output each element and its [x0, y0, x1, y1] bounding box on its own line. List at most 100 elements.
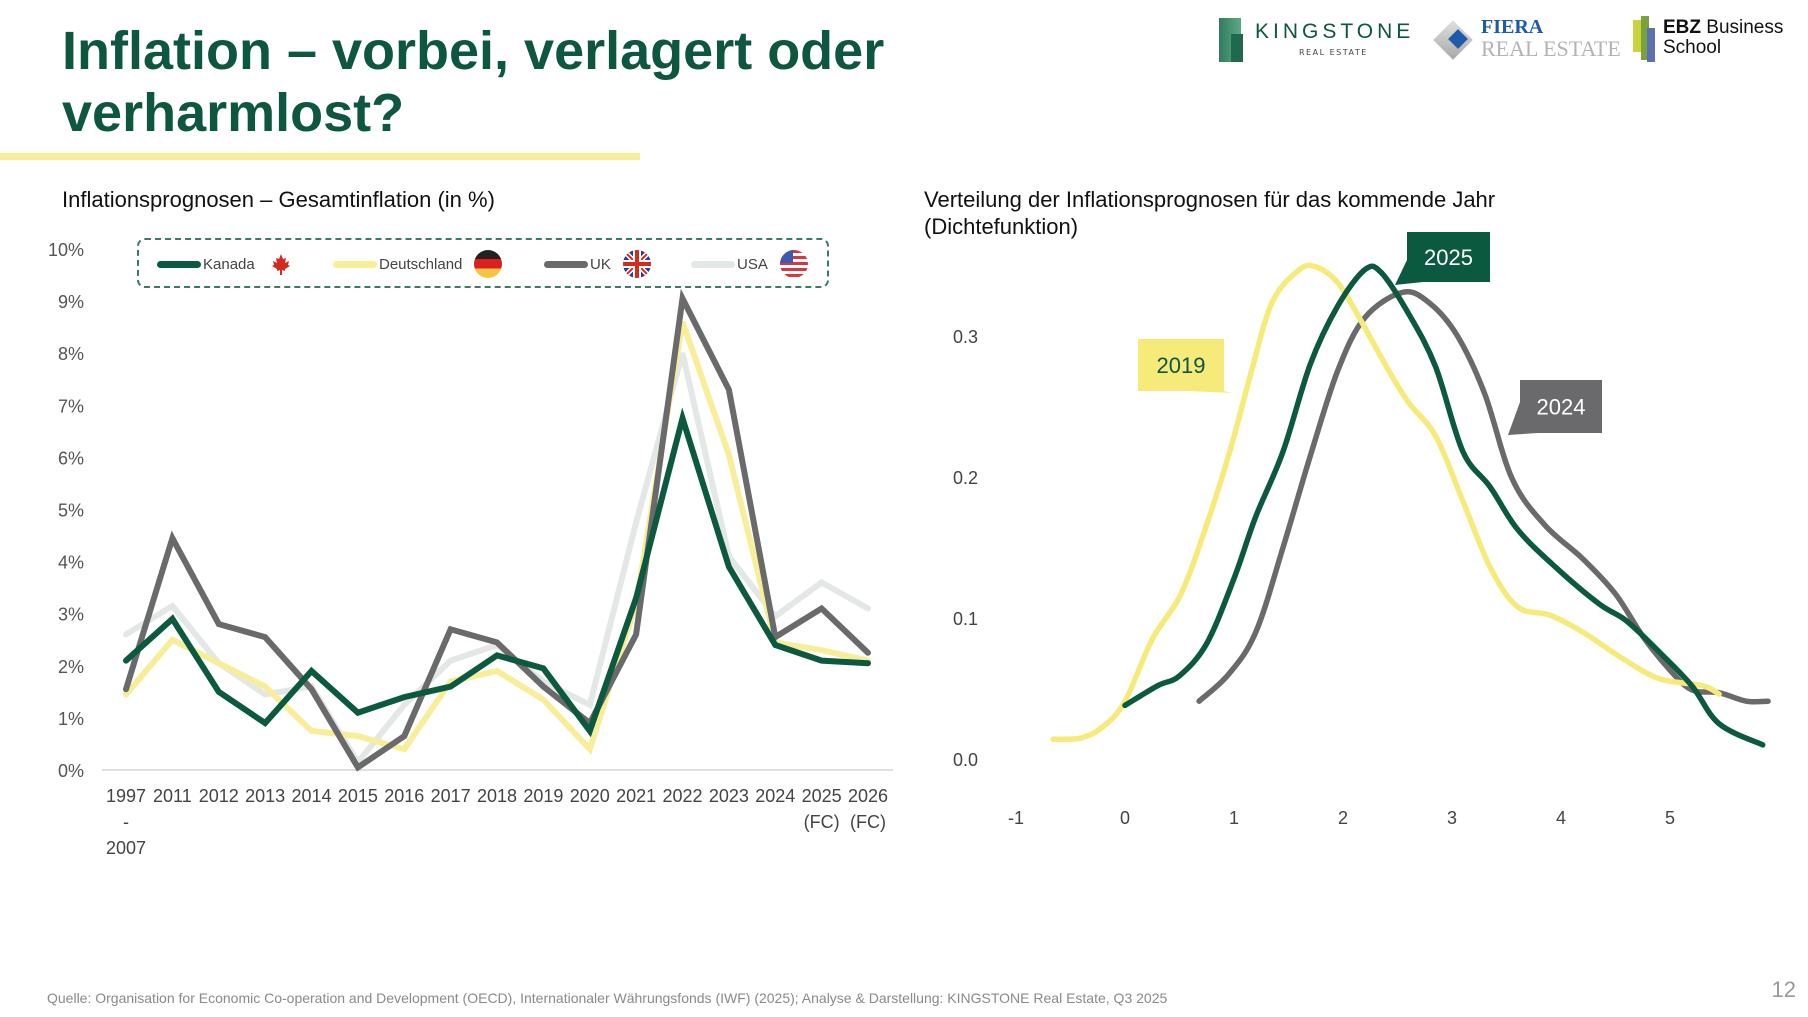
y-tick-label: 0% [58, 761, 84, 781]
density-curve-2025 [1122, 263, 1766, 748]
ebz-school: School [1663, 37, 1722, 58]
x-tick-label-line: (FC) [850, 812, 886, 832]
x-tick-label-line: 2017 [431, 786, 471, 806]
legend-swatch-deutschland [333, 260, 377, 268]
y-tick-label: 10% [48, 240, 84, 260]
callout-label-2019: 2019 [1157, 353, 1206, 378]
inflation-line-chart: 0% 1% 2% 3% 4% 5% 6% 7% 8% 9% 10% 1997 - 2007 2011 2012… [48, 240, 893, 858]
x-tick-label-line: - [123, 812, 129, 832]
callout-pointer-2025 [1395, 260, 1423, 285]
callout-pointer-2024 [1508, 402, 1538, 435]
legend-item-deutschland: Deutschland [333, 250, 503, 278]
x-tick-label: 2023 [709, 786, 749, 806]
legend-item-usa: USA [691, 250, 808, 278]
y-tick-label: 8% [58, 344, 84, 364]
fiera-logo: FIERA REAL ESTATE [1433, 12, 1623, 72]
left-chart-title: Inflationsprognosen – Gesamtinflation (i… [62, 187, 495, 212]
y-tick-label: 5% [58, 501, 84, 521]
source-footnote: Quelle: Organisation for Economic Co-ope… [47, 990, 1168, 1006]
x-tick-label: 0 [1120, 808, 1130, 828]
legend-label-usa: USA [737, 255, 768, 273]
y-tick-label: 2% [58, 657, 84, 677]
y-tick-label: 0.3 [953, 327, 978, 347]
ebz-bold: EBZ [1663, 17, 1701, 38]
legend-swatch-kanada [157, 260, 201, 268]
y-tick-label: 0.0 [953, 750, 978, 770]
x-tick-label-line: 2022 [662, 786, 702, 806]
x-tick-label-line: 2013 [245, 786, 285, 806]
density-curve-2024 [1196, 289, 1771, 705]
x-tick-label-line: (FC) [804, 812, 840, 832]
x-tick-label-line: 1997 [106, 786, 146, 806]
x-tick-label-line: 2014 [291, 786, 331, 806]
series-line-kanada [123, 407, 871, 738]
x-tick-label: 4 [1556, 808, 1566, 828]
x-tick-label-line: 2026 [848, 786, 888, 806]
ebz-logo: EBZ Business School [1633, 12, 1803, 72]
y-tick-label: 4% [58, 553, 84, 573]
x-tick-label: 1997 - 2007 [106, 786, 146, 858]
usa-flag-icon [779, 250, 808, 278]
density-chart: 0.0 0.1 0.2 0.3 -1 0 1 2 3 4 5 2025 2019 2024 [953, 232, 1771, 828]
x-tick-label: 2018 [477, 786, 517, 806]
germany-flag-icon [474, 250, 503, 278]
fiera-name: FIERA [1481, 16, 1544, 38]
kingstone-name: KINGSTONE [1255, 20, 1415, 43]
callout-box-2024 [1520, 380, 1602, 433]
uk-flag-icon [622, 250, 651, 278]
x-tick-label: -1 [1008, 808, 1024, 828]
legend-label-deutschland: Deutschland [379, 255, 463, 273]
callout-2025: 2025 [1395, 232, 1490, 285]
x-tick-label: 2012 [199, 786, 239, 806]
legend-item-kanada: Kanada [157, 250, 295, 278]
x-tick-label: 2 [1338, 808, 1348, 828]
y-tick-label: 1% [58, 709, 84, 729]
title-underline [0, 153, 640, 160]
x-tick-label-line: 2018 [477, 786, 517, 806]
callout-2019: 2019 [1138, 339, 1232, 393]
callout-label-2024: 2024 [1537, 395, 1586, 420]
callout-2024: 2024 [1508, 380, 1602, 435]
x-tick-label-line: 2007 [106, 838, 146, 858]
series-line-deutschland [123, 320, 871, 755]
callout-label-2025: 2025 [1424, 245, 1473, 270]
legend-label-kanada: Kanada [203, 255, 255, 273]
x-tick-label: 2017 [431, 786, 471, 806]
x-tick-label: 2013 [245, 786, 285, 806]
x-tick-label-line: 2025 [802, 786, 842, 806]
x-tick-label: 2011 [153, 786, 192, 806]
page-number: 12 [1771, 977, 1796, 1002]
ebz-bars-icon [1633, 20, 1641, 52]
x-tick-label: 2016 [384, 786, 424, 806]
x-tick-label: 2024 [755, 786, 795, 806]
x-tick-label: 2025 (FC) [802, 786, 842, 832]
callout-pointer-2019 [1188, 391, 1232, 393]
x-tick-label: 2022 [662, 786, 702, 806]
page-title: Inflation – vorbei, verlagert oder verha… [62, 21, 885, 143]
x-tick-label: 2020 [570, 786, 610, 806]
x-tick-label-line: 2012 [199, 786, 239, 806]
y-tick-label: 0.2 [953, 468, 978, 488]
x-tick-label-line: 2011 [153, 786, 192, 806]
y-tick-label: 7% [58, 396, 84, 416]
legend-item-uk: UK [544, 250, 651, 278]
x-tick-label: 2019 [523, 786, 563, 806]
y-tick-label: 6% [58, 448, 84, 468]
ebz-name: EBZ Business School [1663, 18, 1783, 58]
x-tick-label: 1 [1229, 808, 1239, 828]
x-tick-label-line: 2021 [616, 786, 656, 806]
kingstone-sub: REAL ESTATE [1299, 48, 1368, 57]
x-tick-label-line: 2020 [570, 786, 610, 806]
x-tick-label: 2014 [291, 786, 331, 806]
x-tick-label-line: 2019 [523, 786, 563, 806]
callout-box-2025 [1407, 232, 1490, 282]
x-tick-label: 3 [1447, 808, 1457, 828]
legend-swatch-uk [544, 260, 588, 268]
series-line-uk [123, 288, 871, 772]
ebz-business: Business [1701, 17, 1784, 38]
canada-flag-icon [266, 250, 295, 278]
x-tick-label: 2015 [338, 786, 378, 806]
y-tick-label: 9% [58, 292, 84, 312]
x-tick-label: 2021 [616, 786, 656, 806]
x-tick-label-line: 2016 [384, 786, 424, 806]
